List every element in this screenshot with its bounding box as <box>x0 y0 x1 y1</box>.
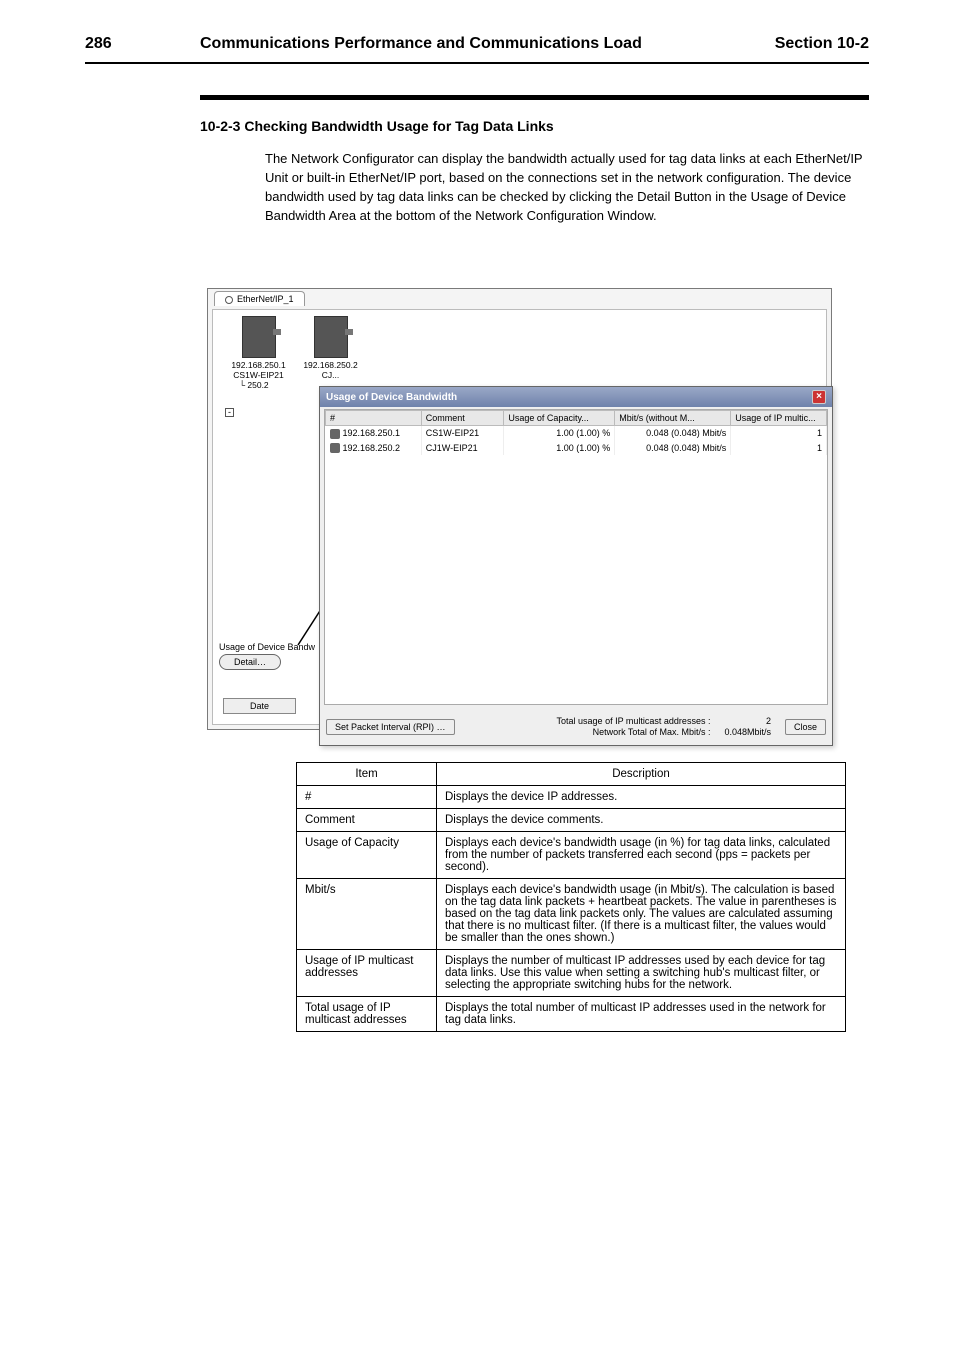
desc-row: CommentDisplays the device comments. <box>297 809 846 832</box>
desc-item: Usage of Capacity <box>297 832 437 879</box>
dialog-title: Usage of Device Bandwidth <box>326 392 457 403</box>
screenshot-panel: EtherNet/IP_1 192.168.250.1 CS1W-EIP21 └… <box>207 288 832 730</box>
desc-row: #Displays the device IP addresses. <box>297 786 846 809</box>
table-row[interactable]: 192.168.250.2CJ1W-EIP211.00 (1.00) %0.04… <box>326 441 827 456</box>
dialog-titlebar: Usage of Device Bandwidth × <box>320 387 832 407</box>
bandwidth-group-label: Usage of Device Bandw <box>219 642 315 652</box>
desc-row: Usage of IP multicast addressesDisplays … <box>297 950 846 997</box>
device-ip: 192.168.250.2 <box>303 360 358 370</box>
desc-row: Total usage of IP multicast addressesDis… <box>297 997 846 1032</box>
desc-text: Displays each device's bandwidth usage (… <box>437 879 846 950</box>
desc-item: Total usage of IP multicast addresses <box>297 997 437 1032</box>
set-rpi-button[interactable]: Set Packet Interval (RPI) … <box>326 719 455 735</box>
bw-col-header[interactable]: Usage of Capacity... <box>504 411 615 426</box>
bandwidth-dialog: Usage of Device Bandwidth × #CommentUsag… <box>319 386 833 746</box>
network-total-label: Network Total of Max. Mbit/s : <box>463 727 711 739</box>
header-right-title: Section 10-2 <box>775 35 869 53</box>
tab-status-icon <box>225 296 233 304</box>
row-icon <box>330 443 340 453</box>
rule-thin <box>85 62 869 64</box>
device-icon <box>314 316 348 358</box>
description-table: Item Description #Displays the device IP… <box>296 762 846 1032</box>
section-heading: 10-2-3 Checking Bandwidth Usage for Tag … <box>200 118 554 134</box>
device-2[interactable]: 192.168.250.2 CJ... <box>303 316 358 380</box>
desc-head-desc: Description <box>437 763 846 786</box>
bw-col-header[interactable]: Mbit/s (without M... <box>615 411 731 426</box>
desc-item: Comment <box>297 809 437 832</box>
desc-item: Mbit/s <box>297 879 437 950</box>
detail-button[interactable]: Detail… <box>219 654 281 670</box>
footer-labels: Total usage of IP multicast addresses : … <box>463 716 717 739</box>
desc-item: Usage of IP multicast addresses <box>297 950 437 997</box>
desc-text: Displays each device's bandwidth usage (… <box>437 832 846 879</box>
rule-thick <box>200 95 869 100</box>
tab-label: EtherNet/IP_1 <box>237 294 294 304</box>
row-icon <box>330 429 340 439</box>
network-canvas: 192.168.250.1 CS1W-EIP21 └ 250.2 - 192.1… <box>212 309 827 725</box>
device-sub: └ 250.2 <box>231 380 286 390</box>
dialog-footer: Set Packet Interval (RPI) … Total usage … <box>326 716 826 739</box>
network-total-value: 0.048Mbit/s <box>724 727 771 739</box>
bandwidth-table: #CommentUsage of Capacity...Mbit/s (with… <box>325 410 827 455</box>
footer-values: 2 0.048Mbit/s <box>724 716 777 739</box>
tree-expand-icon[interactable]: - <box>225 408 234 417</box>
bw-col-header[interactable]: # <box>326 411 422 426</box>
close-icon[interactable]: × <box>812 390 826 404</box>
desc-text: Displays the total number of multicast I… <box>437 997 846 1032</box>
table-row[interactable]: 192.168.250.1CS1W-EIP211.00 (1.00) %0.04… <box>326 426 827 441</box>
desc-row: Mbit/sDisplays each device's bandwidth u… <box>297 879 846 950</box>
date-button[interactable]: Date <box>223 698 296 714</box>
total-multicast-value: 2 <box>724 716 771 728</box>
bandwidth-group: Usage of Device Bandw Detail… <box>219 642 315 670</box>
device-1[interactable]: 192.168.250.1 CS1W-EIP21 └ 250.2 <box>231 316 286 391</box>
bandwidth-table-wrap: #CommentUsage of Capacity...Mbit/s (with… <box>324 409 828 705</box>
desc-row: Usage of CapacityDisplays each device's … <box>297 832 846 879</box>
header-left-title: Communications Performance and Communica… <box>200 35 642 53</box>
desc-text: Displays the number of multicast IP addr… <box>437 950 846 997</box>
device-ip: 192.168.250.1 <box>231 360 286 370</box>
device-model: CJ... <box>303 370 358 380</box>
desc-item: # <box>297 786 437 809</box>
tab-ethernetip[interactable]: EtherNet/IP_1 <box>214 291 305 306</box>
page-number: 286 <box>85 35 112 53</box>
bw-col-header[interactable]: Comment <box>421 411 504 426</box>
section-paragraph-1: The Network Configurator can display the… <box>265 150 864 225</box>
total-multicast-label: Total usage of IP multicast addresses : <box>463 716 711 728</box>
desc-head-item: Item <box>297 763 437 786</box>
desc-text: Displays the device comments. <box>437 809 846 832</box>
device-icon <box>242 316 276 358</box>
close-button[interactable]: Close <box>785 719 826 735</box>
device-model: CS1W-EIP21 <box>231 370 286 380</box>
desc-text: Displays the device IP addresses. <box>437 786 846 809</box>
bw-col-header[interactable]: Usage of IP multic... <box>731 411 827 426</box>
